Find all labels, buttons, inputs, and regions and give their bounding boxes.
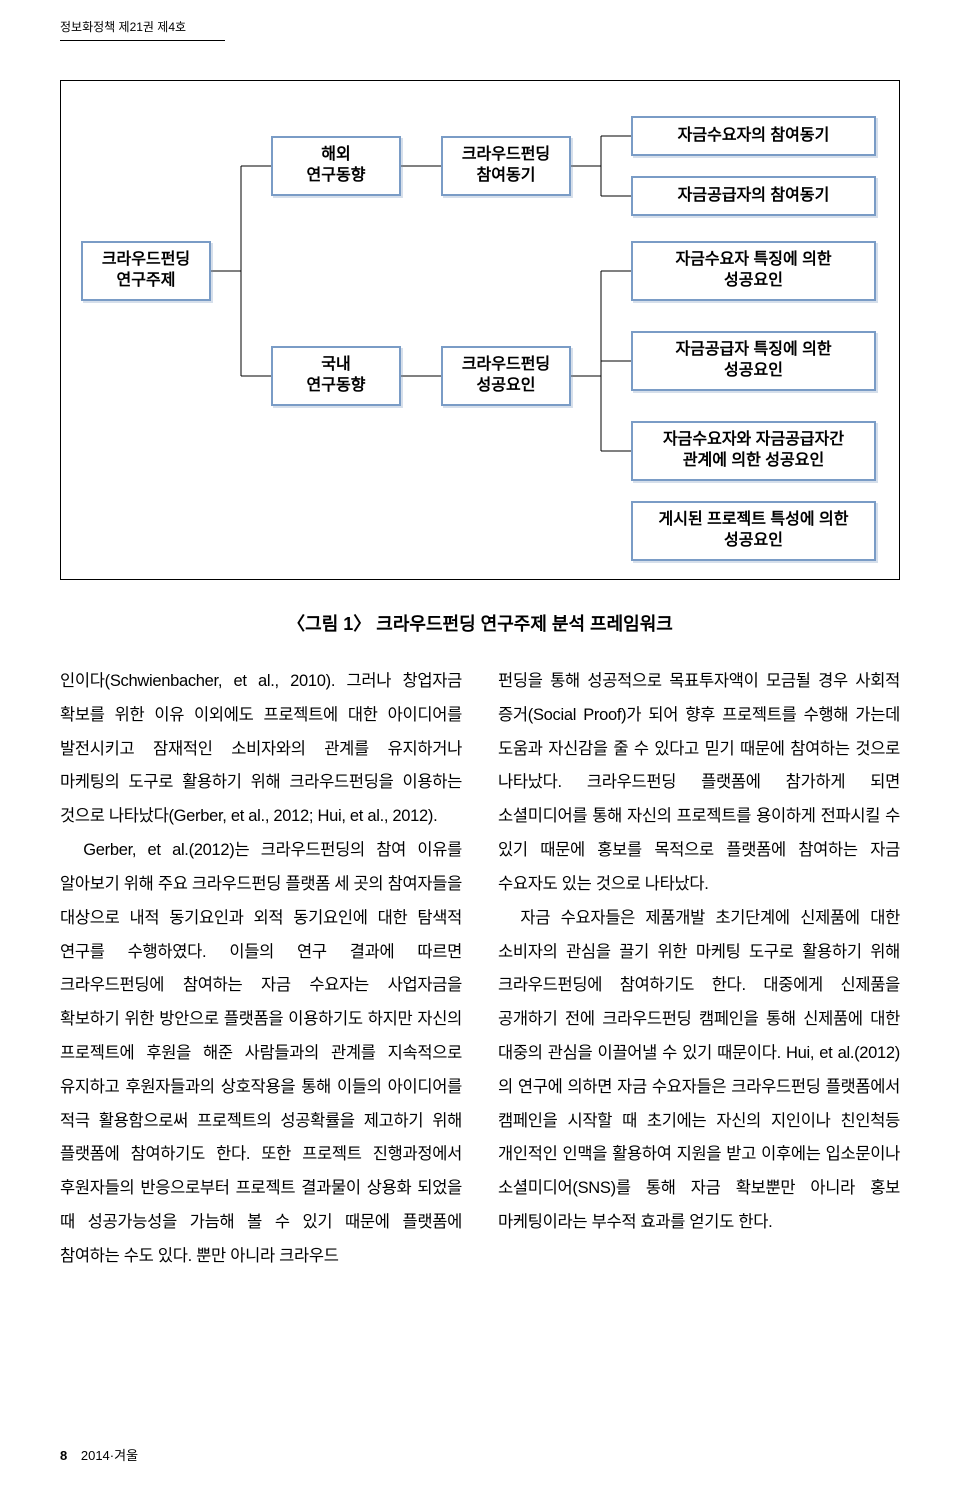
- header-rule: [60, 40, 225, 41]
- node-domestic: 국내연구동향: [271, 346, 401, 406]
- figure-caption: 〈그림 1〉 크라우드펀딩 연구주제 분석 프레임워크: [0, 610, 960, 636]
- node-leaf-2: 자금공급자의 참여동기: [631, 176, 876, 216]
- body-text: 인이다(Schwienbacher, et al., 2010). 그러나 창업…: [60, 665, 900, 1274]
- node-root: 크라우드펀딩연구주제: [81, 241, 211, 301]
- journal-header: 정보화정책 제21권 제4호: [60, 18, 186, 35]
- column-right: 펀딩을 통해 성공적으로 목표투자액이 모금될 경우 사회적 증거(Social…: [498, 665, 900, 1274]
- page-footer: 8 2014·겨울: [60, 1445, 138, 1464]
- column-left: 인이다(Schwienbacher, et al., 2010). 그러나 창업…: [60, 665, 462, 1274]
- page-number: 8: [60, 1448, 67, 1463]
- node-motive: 크라우드펀딩참여동기: [441, 136, 571, 196]
- node-leaf-5: 자금수요자와 자금공급자간관계에 의한 성공요인: [631, 421, 876, 481]
- figure-1-diagram: 크라우드펀딩연구주제 해외연구동향 국내연구동향 크라우드펀딩참여동기 크라우드…: [60, 80, 900, 580]
- node-leaf-3: 자금수요자 특징에 의한성공요인: [631, 241, 876, 301]
- issue-label: 2014·겨울: [81, 1448, 138, 1463]
- node-leaf-1: 자금수요자의 참여동기: [631, 116, 876, 156]
- node-leaf-4: 자금공급자 특징에 의한성공요인: [631, 331, 876, 391]
- node-leaf-6: 게시된 프로젝트 특성에 의한성공요인: [631, 501, 876, 561]
- node-success: 크라우드펀딩성공요인: [441, 346, 571, 406]
- node-overseas: 해외연구동향: [271, 136, 401, 196]
